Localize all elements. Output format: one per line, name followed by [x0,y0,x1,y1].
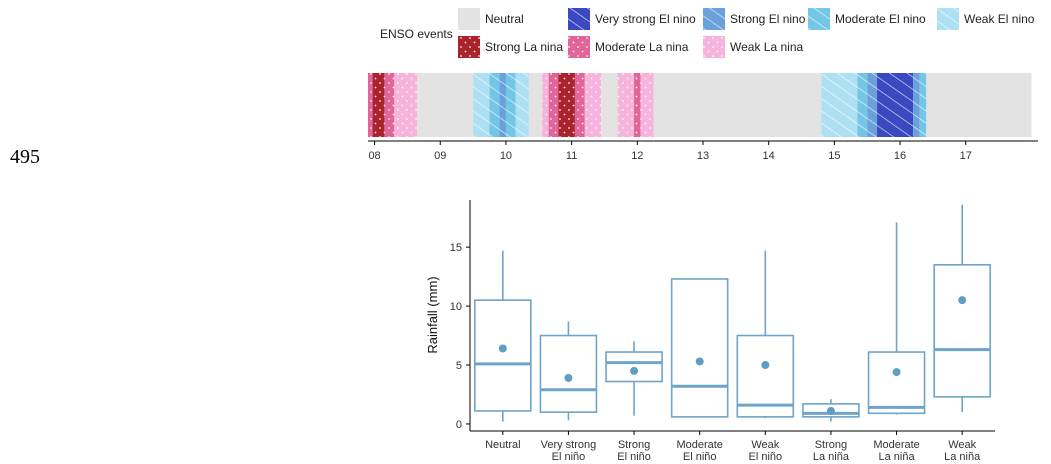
timeline-segment-neutral [653,73,822,137]
timeline-segment-pattern-strong_el_nino [913,73,920,137]
timeline-segment-pattern-weak_el_nino [515,73,529,137]
x-tick-label: Weak [948,439,976,451]
timeline-segment-pattern-moderate_la_nina [384,73,395,137]
page-number-label: 495 [10,146,40,168]
y-tick-label: 5 [456,360,462,372]
timeline-segment-pattern-weak_la_nina [584,73,602,137]
legend-label-weak_la_nina: Weak La nina [730,40,803,54]
y-tick-label: 10 [450,301,462,313]
x-tick-label: Moderate [873,439,919,451]
legend-swatch-pattern-moderate_el_nino [808,8,830,30]
timeline-segment-pattern-moderate_la_nina [548,73,559,137]
timeline-segment-pattern-moderate_la_nina [368,73,373,137]
legend: ENSO events Neutral Very strong El nino Str… [380,8,1035,58]
timeline-segment-pattern-strong_el_nino [499,73,506,137]
x-tick-label: Moderate [676,439,722,451]
box-iqr [670,278,729,418]
legend-swatch-neutral [458,8,480,30]
x-tick-label: El niño [552,451,586,463]
legend-title: ENSO events [380,27,453,41]
timeline-tick-label: 09 [434,150,446,162]
legend-label-weak_el_nino: Weak El nino [964,12,1035,26]
timeline-segment-neutral [601,73,618,137]
timeline-segment-pattern-weak_la_nina [617,73,635,137]
mean-point [695,357,704,366]
timeline-bars [368,73,1032,137]
timeline-segment-pattern-weak_la_nina [394,73,418,137]
x-tick-label: El niño [748,451,782,463]
timeline-segment-pattern-moderate_el_nino [919,73,927,137]
mean-point [761,361,770,369]
timeline-segment-pattern-moderate_el_nino [489,73,500,137]
timeline-tick-label: 15 [828,150,840,162]
timeline-segment-pattern-weak_la_nina [542,73,549,137]
boxplot-marks [474,204,991,422]
x-tick-label: La niña [879,451,916,463]
timeline-segment-pattern-moderate_la_nina [634,73,641,137]
x-tick-label: El niño [617,451,651,463]
mean-point [958,296,967,305]
enso-timeline-chart: ENSO events Neutral Very strong El nino Str… [368,8,1038,162]
legend-label-moderate_el_nino: Moderate El nino [835,12,926,26]
mean-point [564,373,573,382]
x-tick-label: Neutral [485,439,520,451]
y-tick-label: 0 [456,419,462,431]
timeline-segment-neutral [417,73,474,137]
legend-swatch-pattern-weak_la_nina [703,36,725,58]
timeline-tick-label: 11 [566,150,577,162]
timeline-tick-label: 13 [697,150,709,162]
x-tick-label: La niña [944,451,981,463]
legend-label-strong_la_nina: Strong La nina [485,40,563,54]
legend-label-very_strong_el_nino: Very strong El nino [595,12,696,26]
legend-label-moderate_la_nina: Moderate La nina [595,40,689,54]
timeline-x-axis: 08 09 10 11 12 13 14 15 16 17 [368,140,1038,162]
timeline-segment-pattern-strong_el_nino [867,73,878,137]
box-iqr [933,264,991,398]
mean-point [892,368,901,377]
x-tick-label: Strong [618,439,650,451]
y-tick-label: 15 [450,242,462,254]
x-tick-label: Strong [815,439,847,451]
legend-swatch-pattern-strong_el_nino [703,8,725,30]
box-iqr [736,334,795,418]
box-iqr [474,299,532,412]
x-tick-label: Weak [751,439,779,451]
timeline-segment-pattern-weak_el_nino [821,73,858,137]
mean-point [498,344,507,353]
timeline-tick-label: 14 [763,150,775,162]
timeline-segment-pattern-strong_la_nina [558,73,575,137]
timeline-segment-neutral [528,73,543,137]
timeline-segment-pattern-weak_la_nina [640,73,654,137]
timeline-segment-pattern-moderate_el_nino [857,73,868,137]
timeline-segment-pattern-moderate_la_nina [574,73,585,137]
timeline-tick-label: 10 [500,150,512,162]
mean-point [826,406,835,415]
legend-swatch-pattern-moderate_la_nina [568,36,590,58]
timeline-tick-label: 12 [631,150,643,162]
box-iqr [539,334,598,413]
timeline-segment-pattern-weak_el_nino [473,73,490,137]
timeline-segment-pattern-moderate_el_nino [505,73,516,137]
box-iqr [867,351,926,415]
timeline-segment-pattern-very_strong_el_nino [877,73,914,137]
box-iqr [605,351,663,383]
x-tick-label: El niño [683,451,717,463]
x-tick-label: La niña [813,451,850,463]
legend-swatch-pattern-weak_el_nino [937,8,959,30]
mean-point [630,366,639,375]
legend-swatch-pattern-strong_la_nina [458,36,480,58]
legend-swatch-pattern-very_strong_el_nino [568,8,590,30]
legend-label-neutral: Neutral [485,12,524,26]
x-tick-label: Very strong [541,439,597,451]
timeline-tick-label: 08 [368,150,380,162]
timeline-segment-pattern-strong_la_nina [372,73,385,137]
y-axis-title: Rainfall (mm) [425,276,440,353]
timeline-tick-label: 17 [960,150,972,162]
timeline-segment-neutral [926,73,1032,137]
timeline-tick-label: 16 [894,150,906,162]
legend-label-strong_el_nino: Strong El nino [730,12,806,26]
